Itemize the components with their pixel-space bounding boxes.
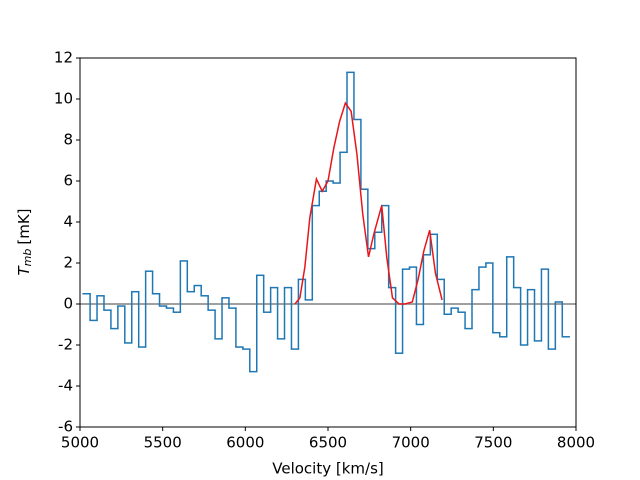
y-label-symbol: T [15, 265, 33, 276]
y-tick-label: -6 [58, 418, 73, 436]
y-tick-label: -4 [58, 377, 73, 395]
y-tick-label: 8 [63, 131, 73, 149]
x-tick-label: 5500 [144, 434, 182, 452]
y-tick-label: 12 [54, 49, 73, 67]
x-axis-label: Velocity [km/s] [272, 460, 383, 478]
y-tick-label: 6 [63, 172, 73, 190]
y-tick-label: 2 [63, 254, 73, 272]
x-tick-label: 7000 [392, 434, 430, 452]
y-tick-label: -2 [58, 336, 73, 354]
x-tick-label: 6000 [226, 434, 264, 452]
y-tick-label: 0 [63, 295, 73, 313]
fit-line [294, 101, 443, 305]
y-axis-label: Tmb [mK] [15, 208, 35, 275]
x-tick-label: 7500 [474, 434, 512, 452]
x-tick-label: 5000 [61, 434, 99, 452]
y-label-unit: [mK] [15, 208, 33, 244]
y-tick-label: 4 [63, 213, 73, 231]
x-tick-label: 8000 [557, 434, 595, 452]
plot-frame [79, 57, 577, 428]
y-label-subscript: mb [21, 249, 34, 267]
y-tick-label: 10 [54, 90, 73, 108]
x-tick-label: 6500 [309, 434, 347, 452]
